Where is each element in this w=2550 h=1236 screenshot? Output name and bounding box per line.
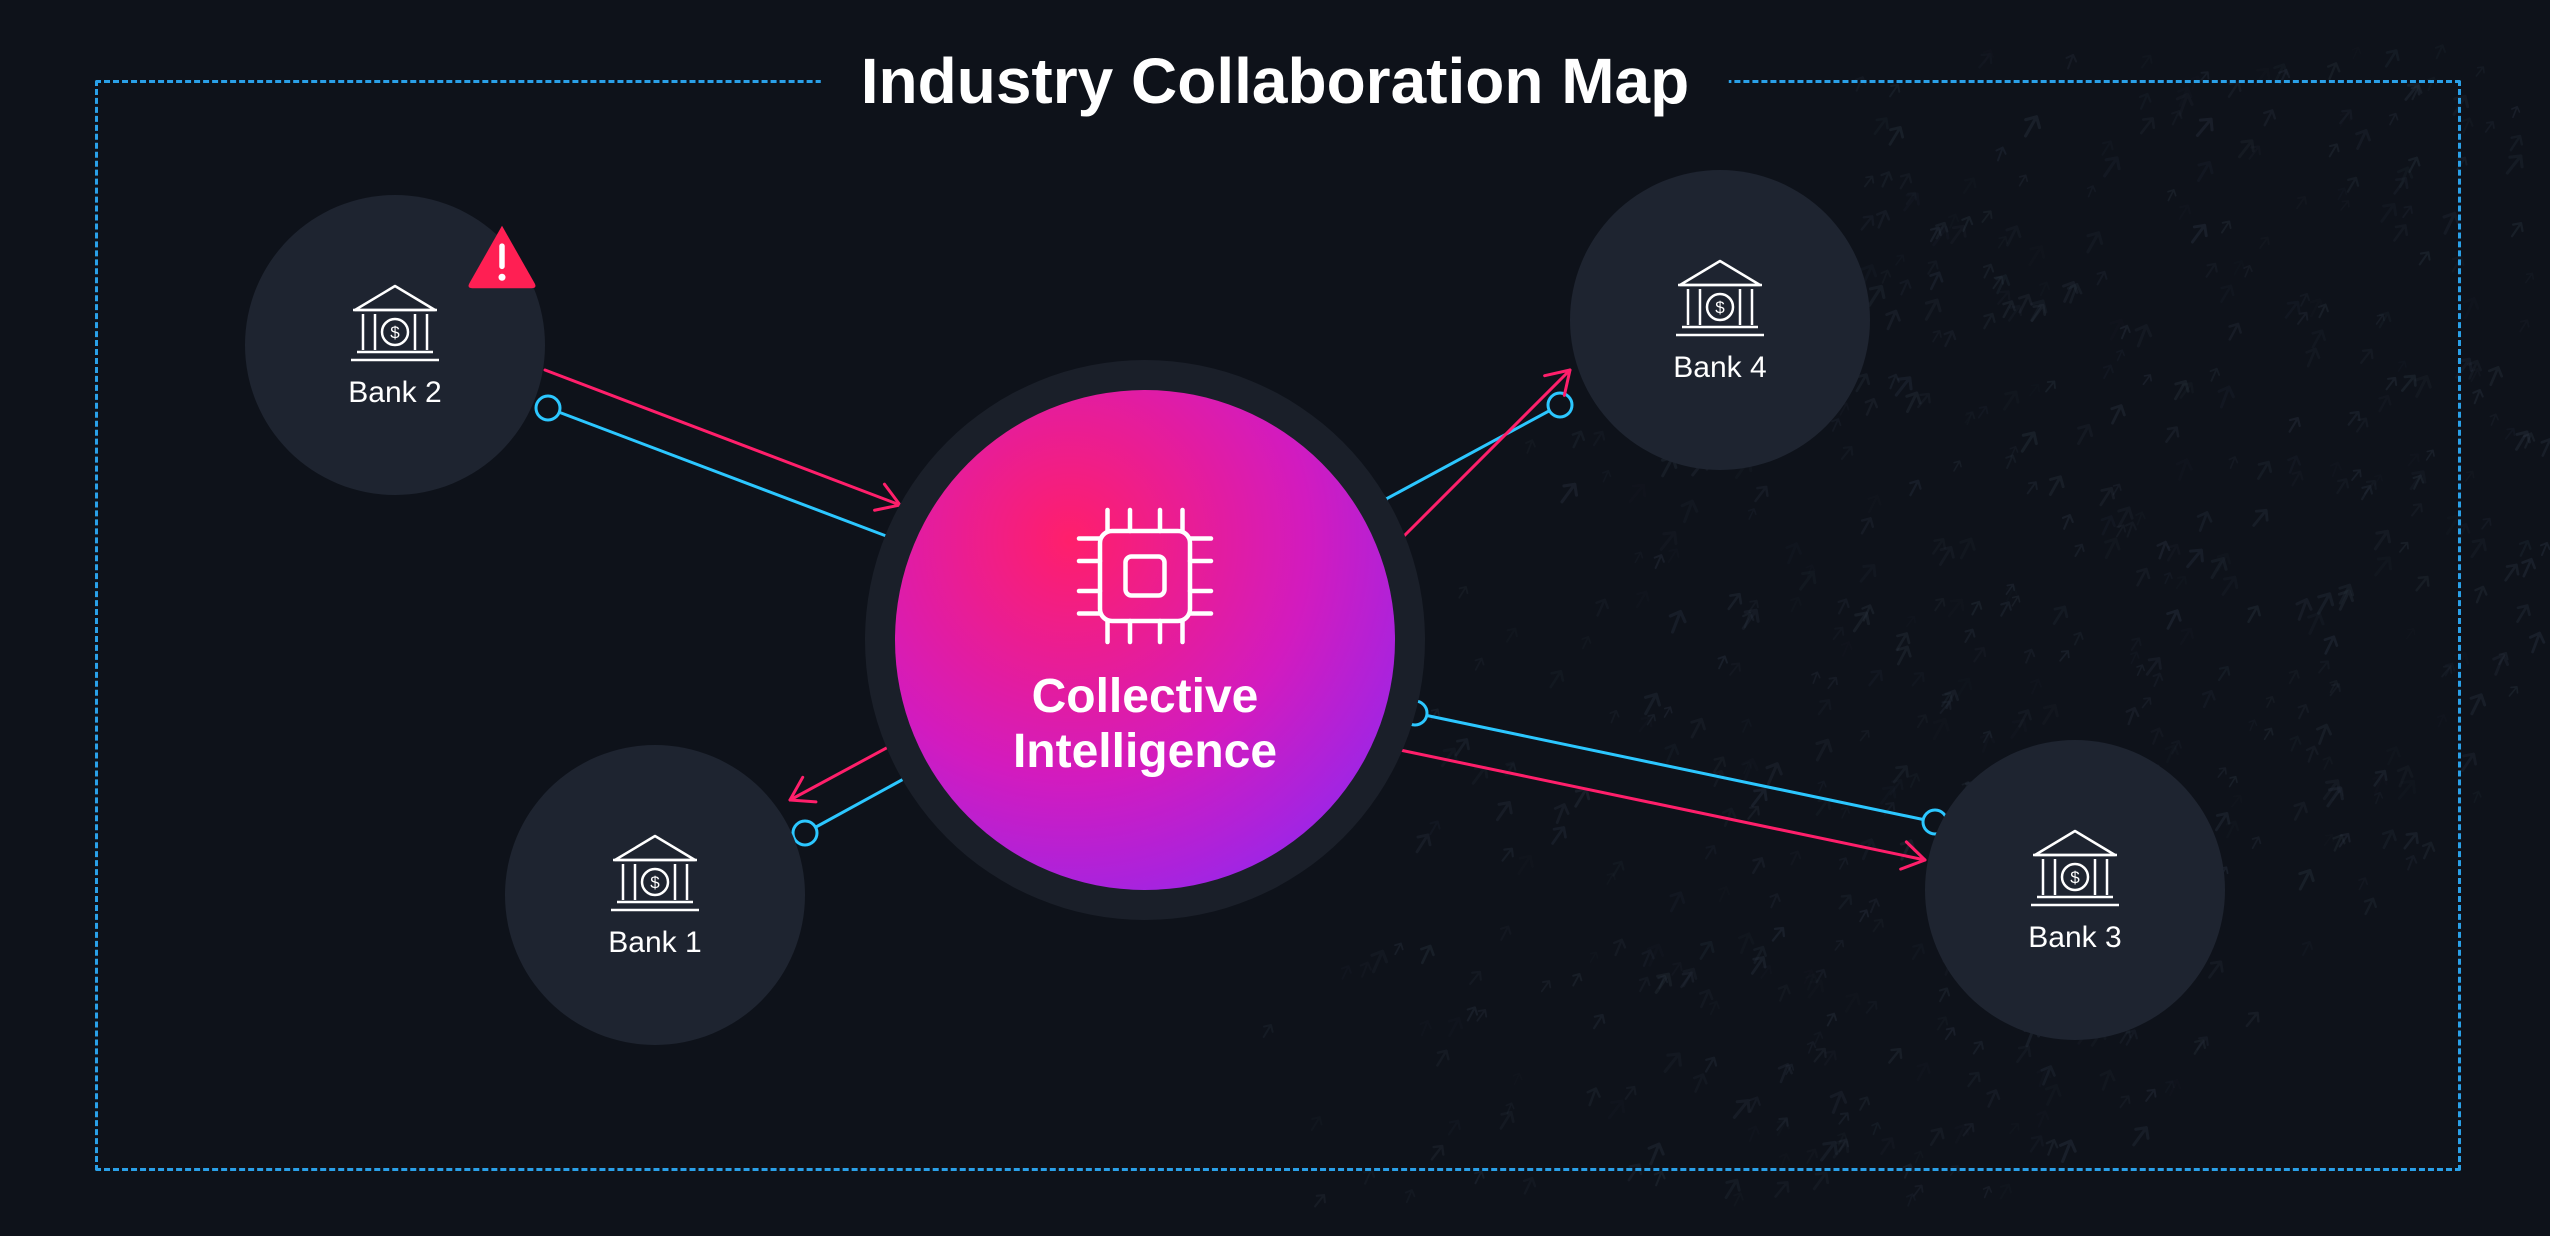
node-label-bank1: Bank 1 bbox=[608, 926, 701, 960]
node-label-bank3: Bank 3 bbox=[2028, 921, 2121, 955]
bank-icon: $ bbox=[605, 830, 705, 916]
alert-icon bbox=[463, 218, 541, 296]
bank-icon: $ bbox=[2025, 825, 2125, 911]
node-bank4: $ Bank 4 bbox=[1570, 170, 1870, 470]
node-bank3: $ Bank 3 bbox=[1925, 740, 2225, 1040]
node-label-bank4: Bank 4 bbox=[1673, 351, 1766, 385]
node-label-bank2: Bank 2 bbox=[348, 376, 441, 410]
page-title: Industry Collaboration Map bbox=[821, 44, 1729, 118]
svg-text:$: $ bbox=[2070, 868, 2080, 887]
hub-label: Collective Intelligence bbox=[1013, 669, 1277, 779]
hub-label-line2: Intelligence bbox=[1013, 724, 1277, 779]
hub-collective-intelligence: Collective Intelligence bbox=[895, 390, 1395, 890]
chip-icon bbox=[1070, 501, 1220, 651]
svg-text:$: $ bbox=[390, 323, 400, 342]
hub-label-line1: Collective bbox=[1013, 669, 1277, 724]
node-bank1: $ Bank 1 bbox=[505, 745, 805, 1045]
svg-text:$: $ bbox=[650, 873, 660, 892]
bank-icon: $ bbox=[1670, 255, 1770, 341]
svg-text:$: $ bbox=[1715, 298, 1725, 317]
bank-icon: $ bbox=[345, 280, 445, 366]
